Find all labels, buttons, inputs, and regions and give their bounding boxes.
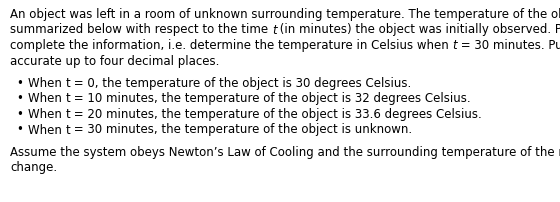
Text: = 0, the temperature of the object is 30 degrees Celsius.: = 0, the temperature of the object is 30… [71,77,412,89]
Text: = 10 minutes, the temperature of the object is 32 degrees Celsius.: = 10 minutes, the temperature of the obj… [71,92,471,105]
Text: When: When [28,107,66,120]
Text: •: • [16,77,23,89]
Text: (in minutes) the object was initially observed. Predict and: (in minutes) the object was initially ob… [277,23,560,36]
Text: •: • [16,92,23,105]
Text: When: When [28,92,66,105]
Text: change.: change. [10,161,57,174]
Text: When: When [28,123,66,136]
Text: t: t [272,23,277,36]
Text: t: t [66,92,71,105]
Text: t: t [66,107,71,120]
Text: •: • [16,107,23,120]
Text: Assume the system obeys Newton’s Law of Cooling and the surrounding temperature : Assume the system obeys Newton’s Law of … [10,145,560,158]
Text: summarized below with respect to the time: summarized below with respect to the tim… [10,23,272,36]
Text: = 30 minutes, the temperature of the object is unknown.: = 30 minutes, the temperature of the obj… [71,123,413,136]
Text: t: t [452,39,457,52]
Text: •: • [16,123,23,136]
Text: t: t [66,123,71,136]
Text: When: When [28,77,66,89]
Text: accurate up to four decimal places.: accurate up to four decimal places. [10,54,220,67]
Text: = 20 minutes, the temperature of the object is 33.6 degrees Celsius.: = 20 minutes, the temperature of the obj… [71,107,482,120]
Text: = 30 minutes. Put your answer: = 30 minutes. Put your answer [457,39,560,52]
Text: t: t [66,77,71,89]
Text: An object was left in a room of unknown surrounding temperature. The temperature: An object was left in a room of unknown … [10,8,560,21]
Text: complete the information, i.e. determine the temperature in Celsius when: complete the information, i.e. determine… [10,39,452,52]
